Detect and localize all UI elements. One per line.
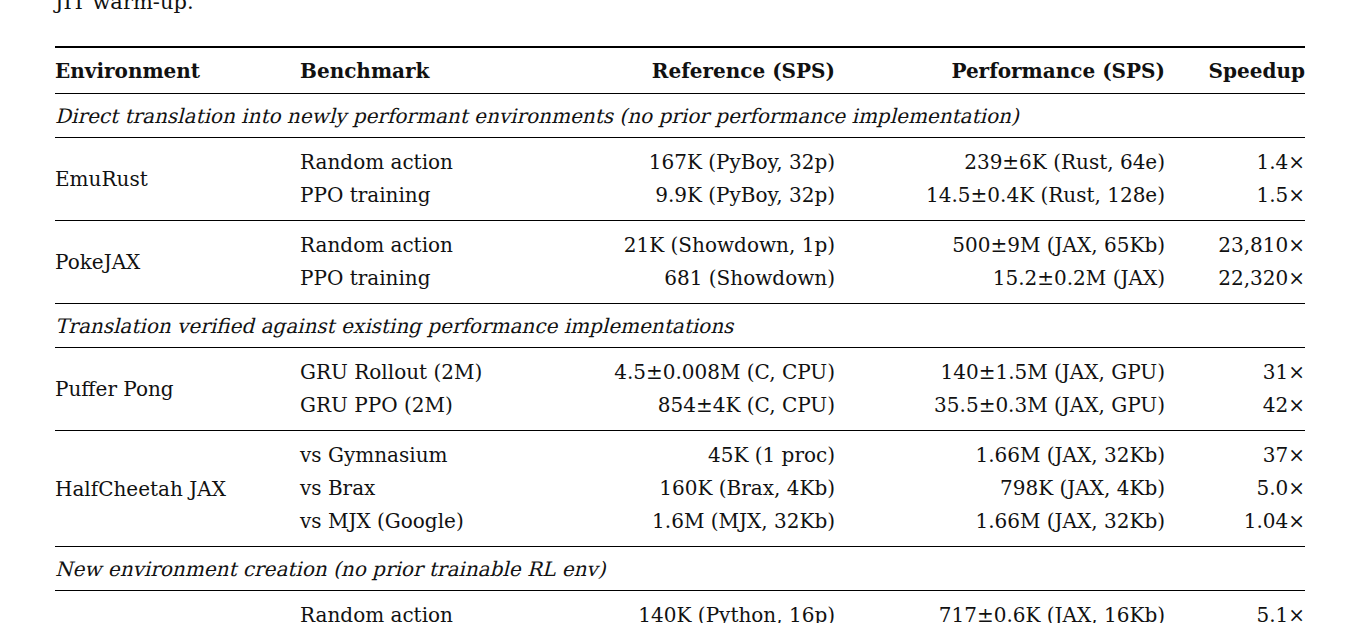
- benchmark-cell: Random actionPPO training: [300, 138, 535, 221]
- benchmark-table-container: Environment Benchmark Reference (SPS) Pe…: [55, 46, 1305, 623]
- reference-cell: 4.5±0.008M (C, CPU)854±4K (C, CPU): [535, 348, 835, 431]
- reference-value: 9.9K (PyBoy, 32p): [535, 179, 835, 212]
- benchmark-cell: GRU Rollout (2M)GRU PPO (2M): [300, 348, 535, 431]
- reference-value: 160K (Brax, 4Kb): [535, 472, 835, 505]
- speedup-value: 23,810×: [1165, 229, 1305, 262]
- benchmark-value: GRU PPO (2M): [300, 389, 535, 422]
- section-title-row: Translation verified against existing pe…: [55, 304, 1305, 348]
- environment-cell: Puffer Pong: [55, 348, 300, 431]
- paper-page: { "page": { "intro_text": "JIT warm-up."…: [0, 0, 1357, 623]
- speedup-cell: 5.1×: [1165, 591, 1305, 623]
- benchmark-value: PPO training: [300, 179, 535, 212]
- performance-cell: 239±6K (Rust, 64e)14.5±0.4K (Rust, 128e): [835, 138, 1165, 221]
- speedup-cell: 1.4×1.5×: [1165, 138, 1305, 221]
- benchmark-value: vs Gymnasium: [300, 439, 535, 472]
- benchmark-table: Environment Benchmark Reference (SPS) Pe…: [55, 46, 1305, 623]
- reference-cell: 140K (Python, 16p): [535, 591, 835, 623]
- performance-value: 717±0.6K (JAX, 16Kb): [835, 599, 1165, 623]
- section-title-row: Direct translation into newly performant…: [55, 94, 1305, 138]
- performance-value: 140±1.5M (JAX, GPU): [835, 356, 1165, 389]
- table-row: Random action140K (Python, 16p)717±0.6K …: [55, 591, 1305, 623]
- table-header-row: Environment Benchmark Reference (SPS) Pe…: [55, 47, 1305, 94]
- environment-cell: PokeJAX: [55, 221, 300, 304]
- environment-cell: [55, 591, 300, 623]
- benchmark-value: vs Brax: [300, 472, 535, 505]
- speedup-value: 37×: [1165, 439, 1305, 472]
- section-title: Direct translation into newly performant…: [55, 94, 1305, 138]
- benchmark-value: GRU Rollout (2M): [300, 356, 535, 389]
- reference-value: 45K (1 proc): [535, 439, 835, 472]
- column-header-reference-sps: Reference (SPS): [535, 47, 835, 94]
- performance-value: 14.5±0.4K (Rust, 128e): [835, 179, 1165, 212]
- section-title-row: New environment creation (no prior train…: [55, 547, 1305, 591]
- reference-value: 21K (Showdown, 1p): [535, 229, 835, 262]
- reference-cell: 21K (Showdown, 1p)681 (Showdown): [535, 221, 835, 304]
- speedup-value: 31×: [1165, 356, 1305, 389]
- speedup-cell: 31×42×: [1165, 348, 1305, 431]
- performance-cell: 500±9M (JAX, 65Kb)15.2±0.2M (JAX): [835, 221, 1165, 304]
- performance-value: 239±6K (Rust, 64e): [835, 146, 1165, 179]
- speedup-value: 5.1×: [1165, 599, 1305, 623]
- section-title: New environment creation (no prior train…: [55, 547, 1305, 591]
- table-row: EmuRustRandom actionPPO training167K (Py…: [55, 138, 1305, 221]
- performance-cell: 1.66M (JAX, 32Kb)798K (JAX, 4Kb)1.66M (J…: [835, 431, 1165, 547]
- performance-value: 1.66M (JAX, 32Kb): [835, 505, 1165, 538]
- column-header-benchmark: Benchmark: [300, 47, 535, 94]
- environment-cell: EmuRust: [55, 138, 300, 221]
- benchmark-cell: vs Gymnasiumvs Braxvs MJX (Google): [300, 431, 535, 547]
- reference-value: 1.6M (MJX, 32Kb): [535, 505, 835, 538]
- performance-value: 798K (JAX, 4Kb): [835, 472, 1165, 505]
- reference-value: 4.5±0.008M (C, CPU): [535, 356, 835, 389]
- table-row: Puffer PongGRU Rollout (2M)GRU PPO (2M)4…: [55, 348, 1305, 431]
- reference-cell: 167K (PyBoy, 32p)9.9K (PyBoy, 32p): [535, 138, 835, 221]
- benchmark-cell: Random action: [300, 591, 535, 623]
- reference-value: 854±4K (C, CPU): [535, 389, 835, 422]
- column-header-environment: Environment: [55, 47, 300, 94]
- speedup-value: 1.5×: [1165, 179, 1305, 212]
- performance-cell: 717±0.6K (JAX, 16Kb): [835, 591, 1165, 623]
- benchmark-value: Random action: [300, 599, 535, 623]
- speedup-value: 5.0×: [1165, 472, 1305, 505]
- benchmark-value: Random action: [300, 146, 535, 179]
- paragraph-fragment: JIT warm-up.: [55, 0, 194, 14]
- benchmark-value: Random action: [300, 229, 535, 262]
- benchmark-cell: Random actionPPO training: [300, 221, 535, 304]
- reference-cell: 45K (1 proc)160K (Brax, 4Kb)1.6M (MJX, 3…: [535, 431, 835, 547]
- speedup-value: 1.04×: [1165, 505, 1305, 538]
- speedup-value: 1.4×: [1165, 146, 1305, 179]
- reference-value: 681 (Showdown): [535, 262, 835, 295]
- environment-cell: HalfCheetah JAX: [55, 431, 300, 547]
- performance-value: 35.5±0.3M (JAX, GPU): [835, 389, 1165, 422]
- table-header: Environment Benchmark Reference (SPS) Pe…: [55, 47, 1305, 94]
- performance-cell: 140±1.5M (JAX, GPU)35.5±0.3M (JAX, GPU): [835, 348, 1165, 431]
- section-title: Translation verified against existing pe…: [55, 304, 1305, 348]
- column-header-speedup: Speedup: [1165, 47, 1305, 94]
- table-body: Direct translation into newly performant…: [55, 94, 1305, 623]
- speedup-cell: 37×5.0×1.04×: [1165, 431, 1305, 547]
- reference-value: 167K (PyBoy, 32p): [535, 146, 835, 179]
- column-header-performance-sps: Performance (SPS): [835, 47, 1165, 94]
- speedup-value: 42×: [1165, 389, 1305, 422]
- speedup-cell: 23,810×22,320×: [1165, 221, 1305, 304]
- benchmark-value: PPO training: [300, 262, 535, 295]
- table-row: HalfCheetah JAXvs Gymnasiumvs Braxvs MJX…: [55, 431, 1305, 547]
- table-row: PokeJAXRandom actionPPO training21K (Sho…: [55, 221, 1305, 304]
- performance-value: 15.2±0.2M (JAX): [835, 262, 1165, 295]
- performance-value: 1.66M (JAX, 32Kb): [835, 439, 1165, 472]
- reference-value: 140K (Python, 16p): [535, 599, 835, 623]
- speedup-value: 22,320×: [1165, 262, 1305, 295]
- benchmark-value: vs MJX (Google): [300, 505, 535, 538]
- performance-value: 500±9M (JAX, 65Kb): [835, 229, 1165, 262]
